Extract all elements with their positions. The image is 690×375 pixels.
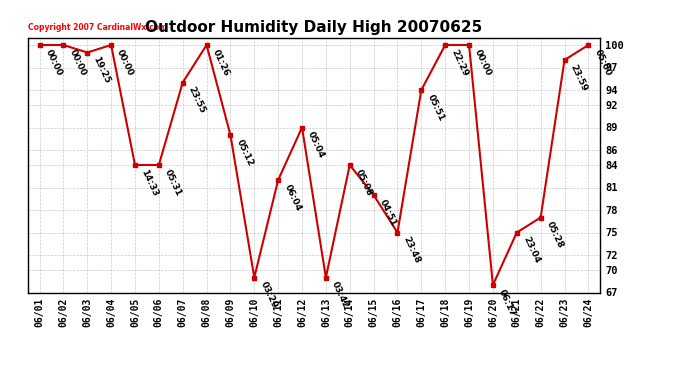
Text: 22:29: 22:29	[449, 48, 470, 78]
Text: 05:31: 05:31	[163, 168, 184, 197]
Text: 00:00: 00:00	[43, 48, 63, 77]
Text: 03:29: 03:29	[259, 280, 279, 310]
Text: 06:04: 06:04	[282, 183, 302, 212]
Text: 00:00: 00:00	[115, 48, 135, 77]
Text: 23:59: 23:59	[569, 63, 589, 93]
Text: 06:17: 06:17	[497, 288, 518, 318]
Text: 05:28: 05:28	[545, 220, 565, 250]
Text: 05:00: 05:00	[593, 48, 613, 77]
Text: 23:04: 23:04	[521, 235, 541, 265]
Text: 05:12: 05:12	[235, 138, 255, 167]
Text: 05:08: 05:08	[354, 168, 374, 197]
Text: 03:42: 03:42	[330, 280, 351, 310]
Title: Outdoor Humidity Daily High 20070625: Outdoor Humidity Daily High 20070625	[146, 20, 482, 35]
Text: 19:25: 19:25	[91, 55, 112, 85]
Text: 01:26: 01:26	[210, 48, 231, 77]
Text: Copyright 2007 CardinalWx.com: Copyright 2007 CardinalWx.com	[28, 23, 166, 32]
Text: 00:00: 00:00	[68, 48, 88, 77]
Text: 23:55: 23:55	[187, 85, 207, 115]
Text: 05:51: 05:51	[426, 93, 446, 122]
Text: 23:48: 23:48	[402, 235, 422, 265]
Text: 14:33: 14:33	[139, 168, 159, 198]
Text: 00:00: 00:00	[473, 48, 493, 77]
Text: 04:51: 04:51	[377, 198, 398, 228]
Text: 05:04: 05:04	[306, 130, 326, 160]
